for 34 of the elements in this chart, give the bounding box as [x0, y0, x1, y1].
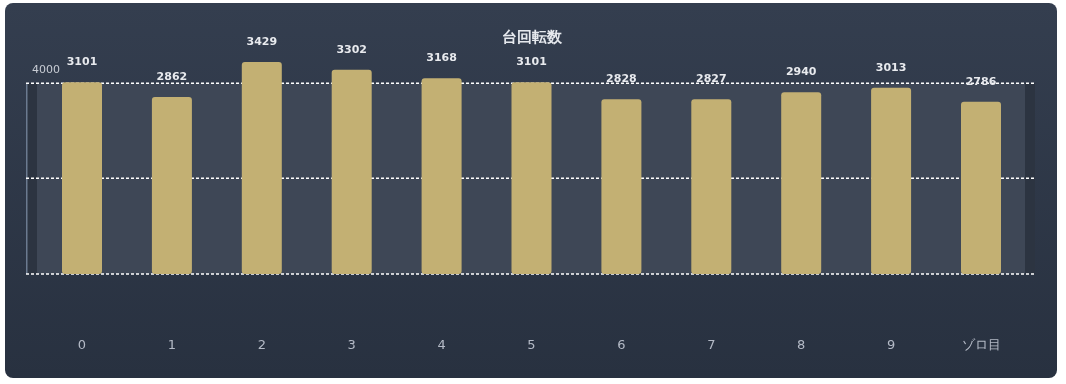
data-label: 3013 — [875, 60, 907, 74]
x-tick-label: 2 — [257, 337, 266, 352]
data-label: 2862 — [156, 70, 188, 84]
annotation: 4000 — [32, 63, 60, 76]
bar — [511, 82, 552, 274]
bar — [62, 82, 102, 274]
x-tick-label: ゾロ目 — [961, 337, 1001, 352]
x-tick-label: 5 — [527, 337, 536, 352]
x-tick-label: 7 — [707, 337, 716, 352]
bar — [241, 62, 282, 274]
bar — [331, 69, 372, 274]
data-label: 3302 — [336, 42, 368, 56]
data-label: 3101 — [516, 55, 547, 69]
bar — [421, 78, 462, 274]
chart-title: 台回転数 — [502, 28, 563, 46]
x-tick-label: 4 — [437, 337, 446, 352]
bar — [961, 101, 1001, 274]
data-label: 2940 — [785, 65, 817, 79]
x-tick-label: 0 — [77, 337, 87, 352]
data-label: 3429 — [246, 35, 278, 48]
x-tick-label: 6 — [617, 337, 626, 352]
data-label: 3101 — [66, 55, 98, 69]
x-tick-label: 8 — [797, 337, 806, 352]
bar — [151, 97, 192, 274]
bar — [781, 92, 822, 274]
bar — [601, 99, 642, 274]
bar — [871, 87, 912, 274]
data-label: 2828 — [606, 72, 637, 86]
x-tick-label: 9 — [886, 337, 896, 352]
data-label: 2827 — [695, 72, 727, 86]
data-label: 3168 — [426, 51, 457, 65]
bar — [691, 99, 732, 274]
x-tick-label: 1 — [167, 337, 177, 352]
x-tick-label: 3 — [347, 337, 356, 352]
